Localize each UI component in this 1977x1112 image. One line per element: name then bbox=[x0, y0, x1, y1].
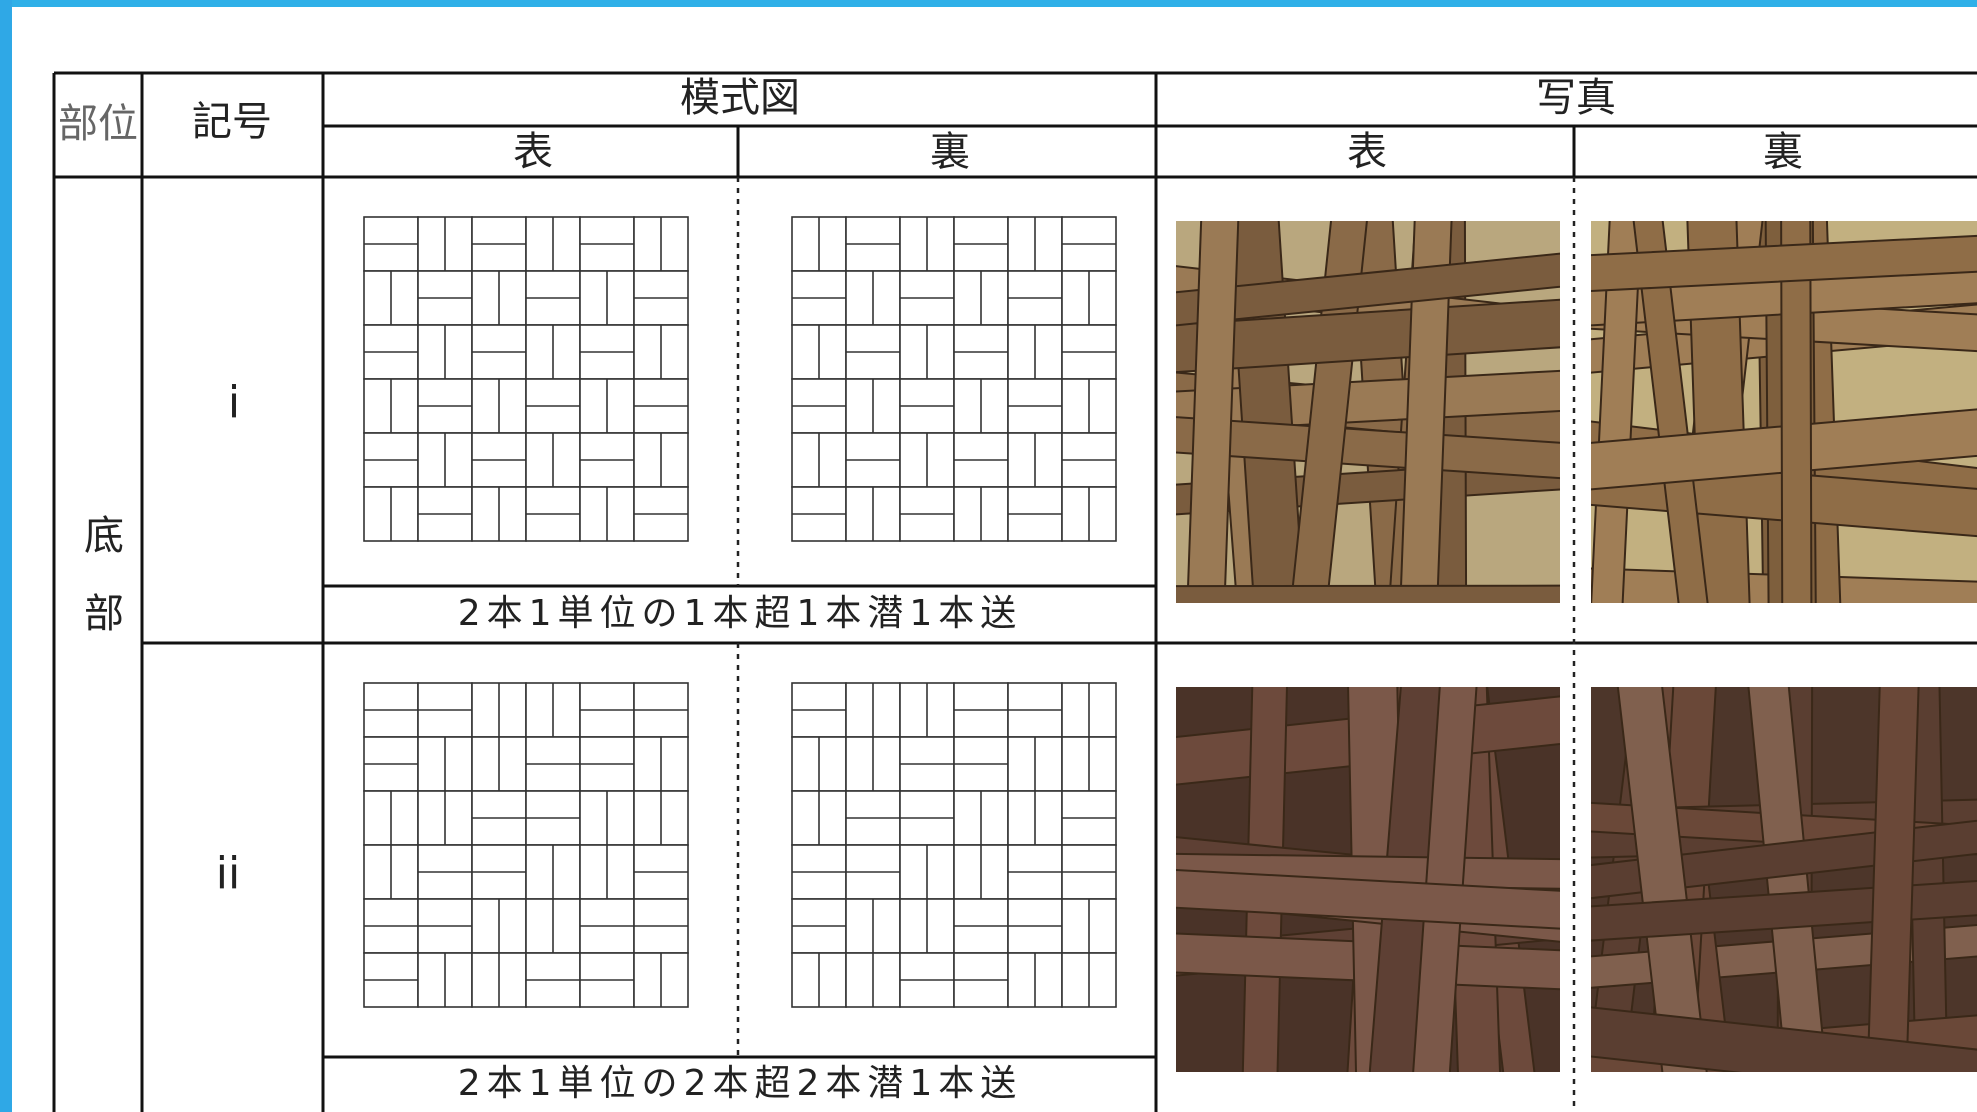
header-symbol: 記号 bbox=[192, 99, 272, 145]
header-diagram-front: 表 bbox=[513, 129, 553, 175]
header-part: 部位 bbox=[58, 101, 138, 147]
header-photo-front: 表 bbox=[1347, 129, 1387, 175]
weave-diagram bbox=[791, 682, 1117, 1008]
photo bbox=[1591, 221, 1977, 603]
header-diagram-back: 裏 bbox=[930, 129, 970, 175]
photo bbox=[1591, 687, 1977, 1072]
photo bbox=[1176, 687, 1560, 1072]
weave-diagram bbox=[363, 216, 689, 542]
row-symbol: ii bbox=[216, 848, 240, 899]
weave-diagram bbox=[791, 216, 1117, 542]
left-bar bbox=[0, 0, 12, 1112]
weave-diagram bbox=[363, 682, 689, 1008]
header-diagram: 模式図 bbox=[680, 75, 800, 121]
header-photo-back: 裏 bbox=[1763, 129, 1803, 175]
row-caption: 2本1単位の1本超1本潜1本送 bbox=[458, 593, 1023, 634]
photo bbox=[1176, 221, 1560, 603]
top-bar bbox=[0, 0, 1977, 7]
part-label: 底部 bbox=[77, 514, 123, 670]
table-lines bbox=[52, 71, 1977, 1112]
header-photo: 写真 bbox=[1536, 75, 1616, 121]
row-symbol: i bbox=[228, 377, 240, 428]
row-caption: 2本1単位の2本超2本潜1本送 bbox=[458, 1063, 1023, 1104]
